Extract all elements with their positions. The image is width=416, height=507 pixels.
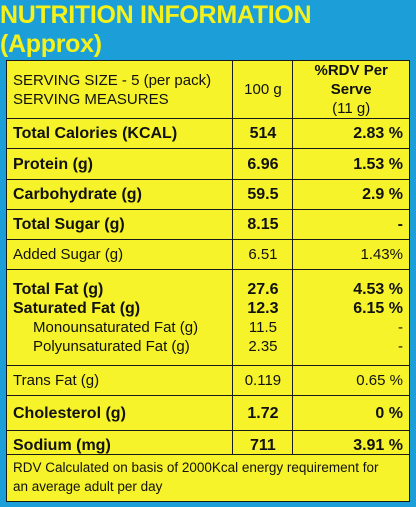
row-value: 59.5	[232, 179, 294, 210]
fat-labels-cell: Total Fat (g) Saturated Fat (g) Monounsa…	[5, 269, 234, 366]
footnote: RDV Calculated on basis of 2000Kcal ener…	[6, 454, 410, 502]
row-rdv: 0.65 %	[292, 365, 410, 396]
row-value: 6.96	[232, 148, 294, 180]
table-row: Cholesterol (g) 1.72 0 %	[5, 395, 410, 431]
footnote-line2: an average adult per day	[13, 479, 163, 494]
fat-rdv: 6.15 %	[353, 299, 403, 317]
fat-label: Monounsaturated Fat (g)	[33, 318, 199, 336]
fat-values-cell: 27.6 12.3 11.5 2.35	[232, 269, 294, 366]
table-row: Added Sugar (g) 6.51 1.43%	[5, 239, 410, 270]
row-rdv: 0 %	[292, 395, 410, 431]
row-label: Protein (g)	[5, 148, 234, 180]
fat-value: 2.35	[248, 337, 278, 355]
row-label: Total Sugar (g)	[5, 209, 234, 240]
serving-info-cell: SERVING SIZE - 5 (per pack) SERVING MEAS…	[5, 60, 234, 119]
fat-label: Total Fat (g)	[13, 280, 104, 298]
row-value: 514	[232, 118, 294, 149]
table-row: Trans Fat (g) 0.119 0.65 %	[5, 365, 410, 396]
fat-value: 27.6	[247, 280, 279, 298]
rdv-header-line1: %RDV Per Serve	[314, 62, 388, 98]
table-row: Total Sugar (g) 8.15 -	[5, 209, 410, 240]
fat-value: 12.3	[247, 299, 279, 317]
row-rdv: 1.43%	[292, 239, 410, 270]
row-value: 1.72	[232, 395, 294, 431]
row-value: 6.51	[232, 239, 294, 270]
fat-label: Polyunsaturated Fat (g)	[33, 337, 190, 355]
row-label: Added Sugar (g)	[5, 239, 234, 270]
table-row: Carbohydrate (g) 59.5 2.9 %	[5, 179, 410, 210]
fat-rdv: -	[398, 337, 403, 355]
header-row: SERVING SIZE - 5 (per pack) SERVING MEAS…	[5, 60, 410, 119]
fat-rdv: 4.53 %	[353, 280, 403, 298]
nutrition-table: SERVING SIZE - 5 (per pack) SERVING MEAS…	[5, 60, 410, 461]
rdv-header: %RDV Per Serve (11 g)	[292, 60, 410, 119]
row-label: Carbohydrate (g)	[5, 179, 234, 210]
row-label: Trans Fat (g)	[5, 365, 234, 396]
row-value: 8.15	[232, 209, 294, 240]
fat-rdv: -	[398, 318, 403, 336]
fat-group-row: Total Fat (g) Saturated Fat (g) Monounsa…	[5, 269, 410, 366]
fat-rdv-cell: 4.53 % 6.15 % - -	[292, 269, 410, 366]
footnote-line1: RDV Calculated on basis of 2000Kcal ener…	[13, 460, 379, 475]
rdv-header-line2: (11 g)	[332, 100, 371, 117]
row-rdv: 2.83 %	[292, 118, 410, 149]
row-rdv: -	[292, 209, 410, 240]
serving-measures: SERVING MEASURES	[13, 90, 169, 108]
serving-size: SERVING SIZE - 5 (per pack)	[13, 71, 212, 89]
fat-label: Saturated Fat (g)	[13, 299, 141, 317]
row-label: Total Calories (KCAL)	[5, 118, 234, 149]
row-value: 0.119	[232, 365, 294, 396]
fat-value: 11.5	[248, 318, 277, 336]
row-label: Cholesterol (g)	[5, 395, 234, 431]
panel-title: NUTRITION INFORMATION (Approx)	[0, 1, 312, 58]
row-rdv: 1.53 %	[292, 148, 410, 180]
per-100-header: 100 g	[232, 60, 294, 119]
table-row: Protein (g) 6.96 1.53 %	[5, 148, 410, 180]
row-rdv: 2.9 %	[292, 179, 410, 210]
table-row: Total Calories (KCAL) 514 2.83 %	[5, 118, 410, 149]
